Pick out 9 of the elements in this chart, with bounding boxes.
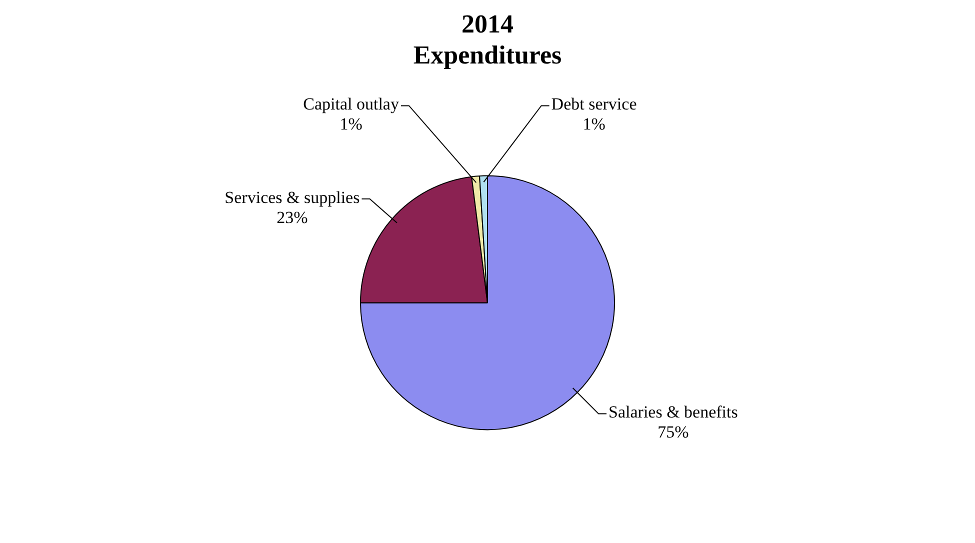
data-label: 23% — [276, 208, 308, 227]
slice-label: Debt service — [551, 94, 637, 114]
slice-label: Salaries & benefits — [608, 402, 738, 422]
slice-label: Capital outlay — [303, 94, 400, 114]
data-label: 1% — [582, 114, 606, 134]
chart-title: 2014 Expenditures — [413, 9, 562, 70]
data-label: 75% — [658, 422, 689, 442]
data-label: 1% — [340, 114, 362, 134]
slice-label: Services & supplies — [224, 188, 360, 207]
